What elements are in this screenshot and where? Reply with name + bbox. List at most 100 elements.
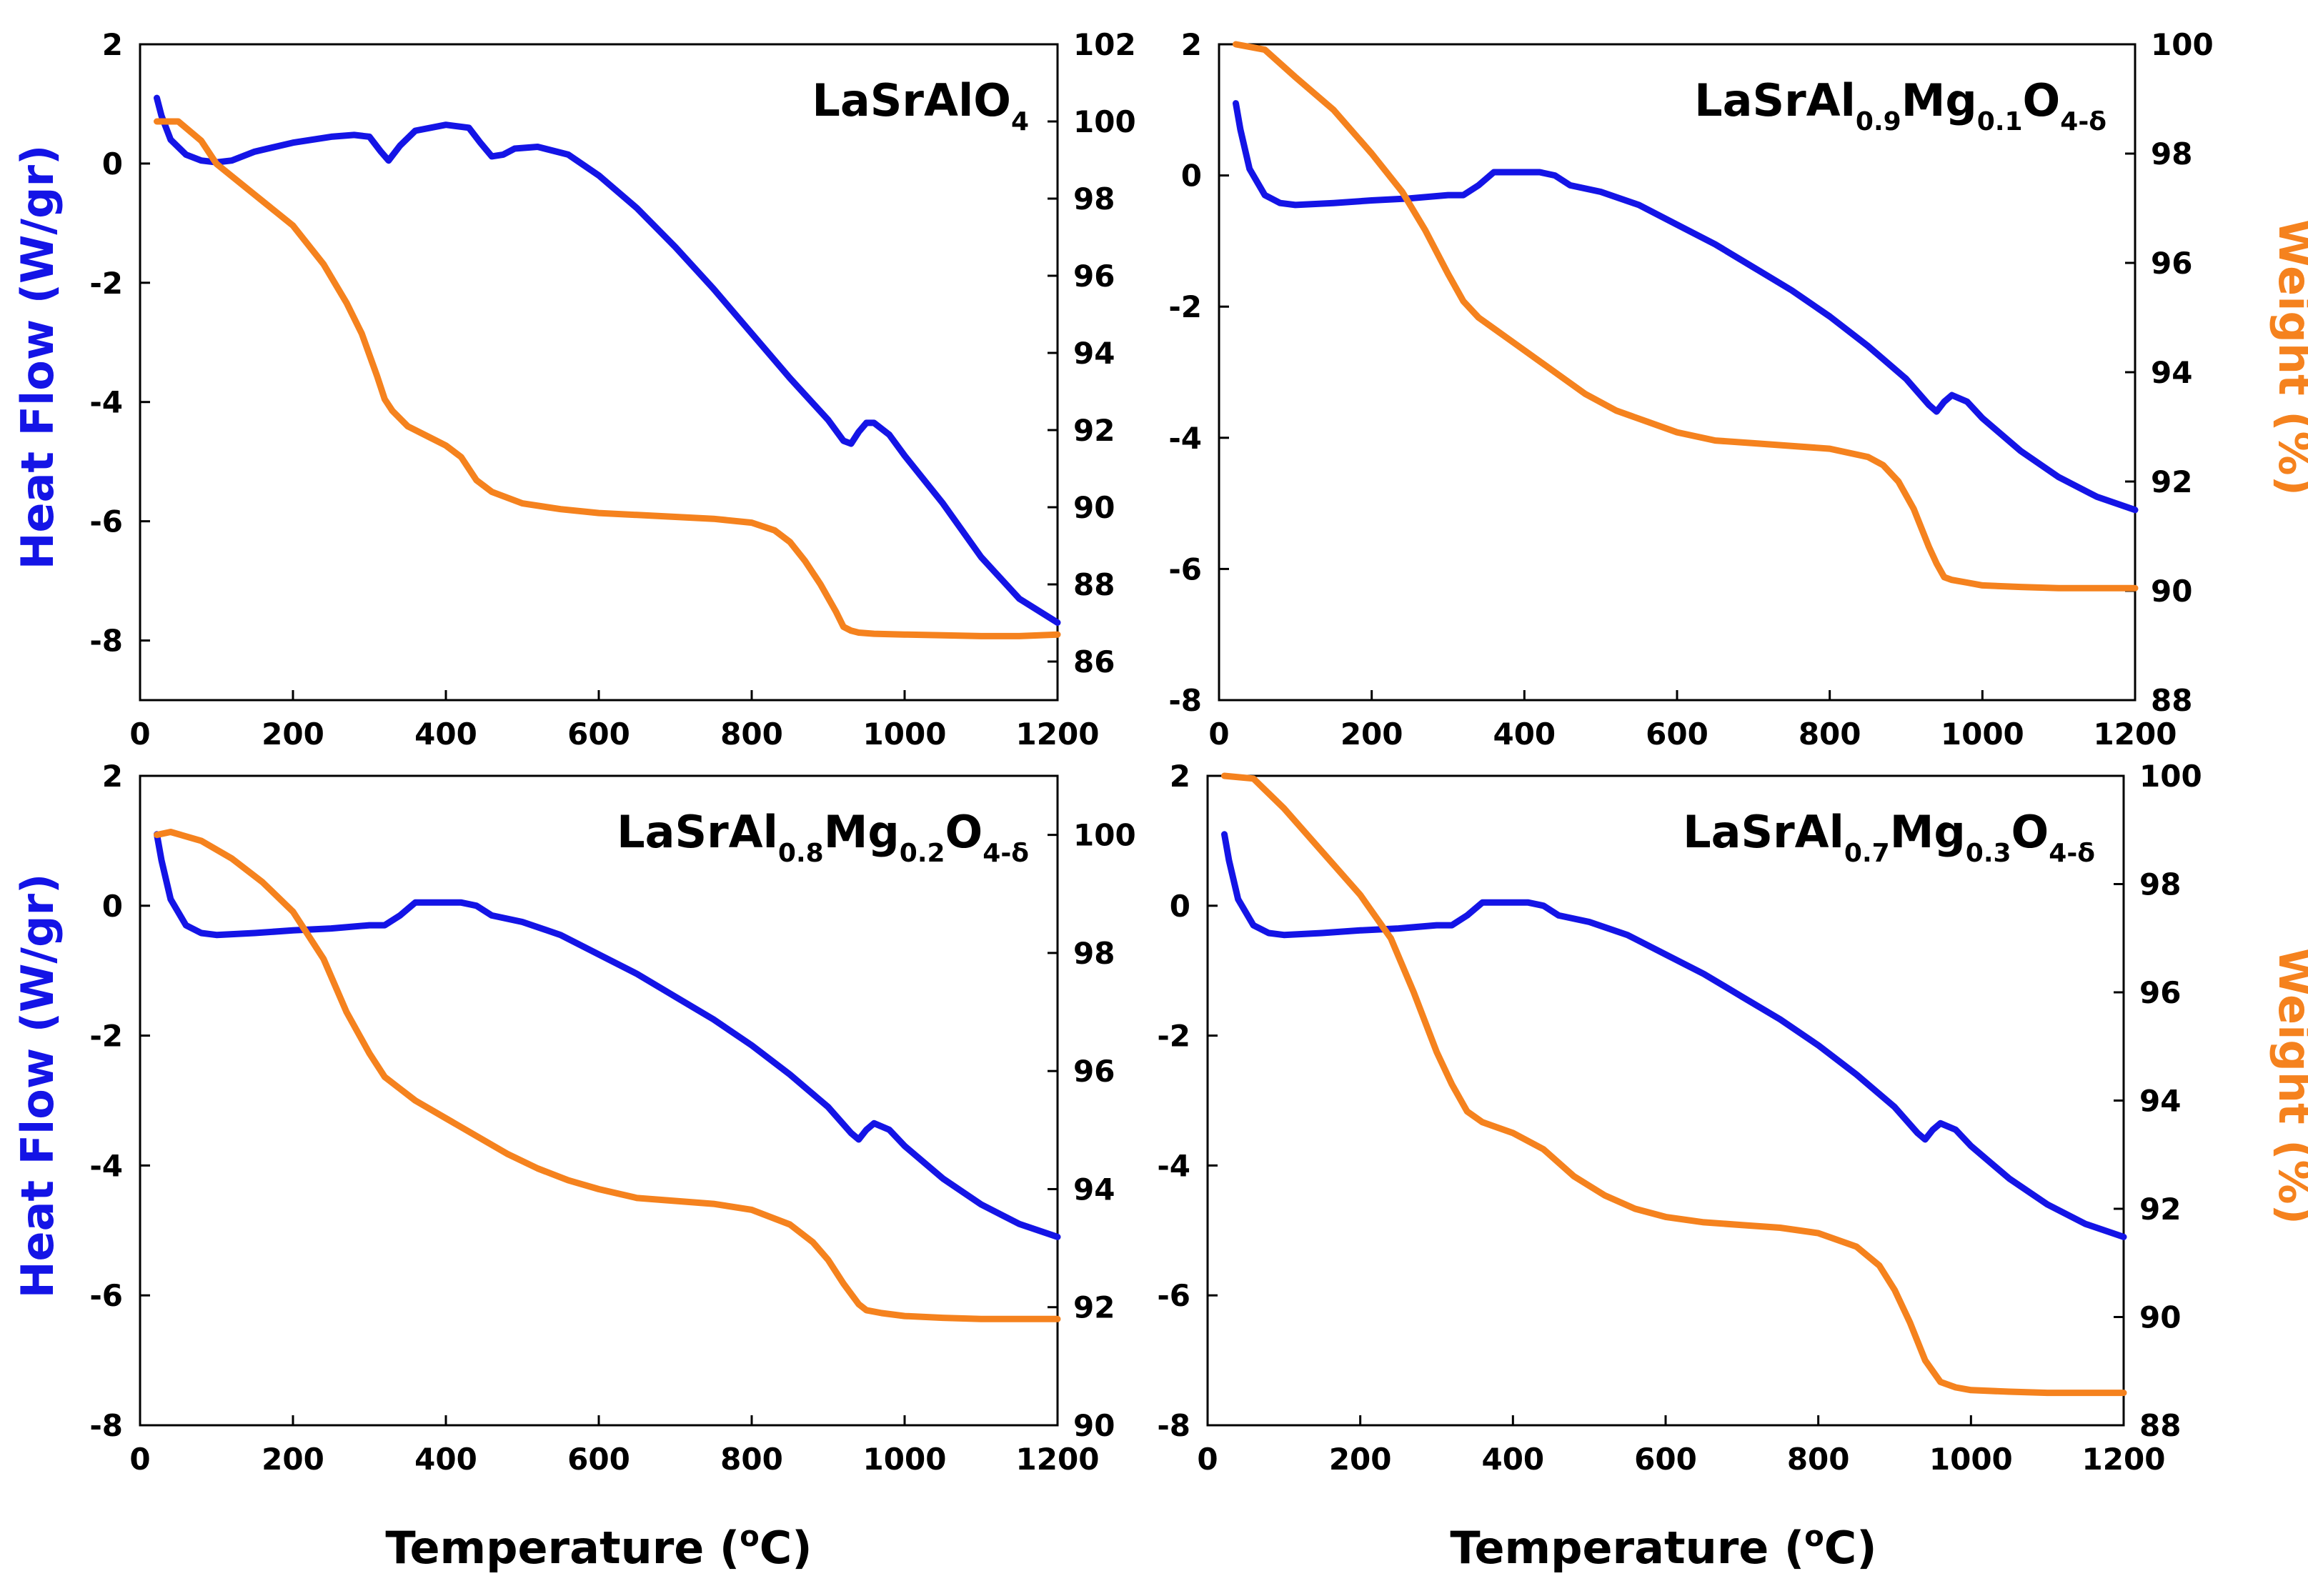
panel-title: LaSrAl0.8Mg0.2O4-δ: [617, 806, 1029, 868]
x-tick-label: 200: [262, 717, 324, 752]
y-tick-label: -2: [89, 266, 123, 301]
y-tick-label: -8: [89, 624, 123, 659]
heat-flow-line: [1221, 831, 2127, 1240]
heat-flow-line: [154, 94, 1061, 626]
y2-tick-label: 98: [1073, 181, 1115, 216]
y2-tick-label: 92: [2151, 464, 2192, 499]
left-axis-title-top: Heat Flow (W/gr): [11, 145, 64, 570]
y-tick-label: -6: [89, 1278, 123, 1313]
x-tick-label: 1000: [1929, 1442, 2013, 1477]
x-tick-label: 0: [129, 717, 150, 752]
y-tick-label: -8: [1157, 1408, 1190, 1443]
x-axis-title-left: Temperature (oC): [385, 1520, 812, 1574]
x-tick-label: 1200: [2082, 1442, 2166, 1477]
y2-tick-label: 94: [2139, 1084, 2181, 1119]
x-tick-label: 200: [262, 1442, 324, 1477]
x-tick-label: 1000: [863, 717, 947, 752]
x-tick-label: 800: [1787, 1442, 1850, 1477]
y-tick-label: 0: [1170, 889, 1190, 924]
y-tick-label: -6: [1157, 1278, 1190, 1313]
weight-line: [1221, 772, 2127, 1397]
y-tick-label: -4: [1168, 421, 1202, 456]
x-tick-label: 600: [1634, 1442, 1697, 1477]
weight-line: [154, 829, 1061, 1322]
x-tick-label: 600: [1646, 717, 1708, 752]
y2-tick-label: 100: [1073, 818, 1136, 853]
y-tick-label: 2: [1170, 759, 1190, 794]
y-tick-label: -8: [1168, 683, 1202, 718]
x-tick-label: 1000: [863, 1442, 947, 1477]
y2-tick-label: 92: [1073, 413, 1115, 448]
y-tick-label: 0: [102, 146, 123, 181]
y2-tick-label: 96: [2151, 246, 2192, 281]
x-tick-label: 600: [567, 717, 630, 752]
weight-line: [154, 118, 1061, 639]
heat-flow-line: [1233, 100, 2139, 514]
y-tick-label: 0: [102, 889, 123, 924]
x-tick-label: 800: [1799, 717, 1861, 752]
y2-tick-label: 100: [2139, 759, 2202, 794]
x-tick-label: 400: [414, 1442, 477, 1477]
x-tick-label: 0: [1197, 1442, 1218, 1477]
y2-tick-label: 102: [1073, 27, 1136, 62]
y2-tick-label: 88: [2151, 683, 2192, 718]
chart-panel-p3: 0 200 400 600 800 1000 1200 2 0 -2 -4 -6 -8 100 98 96 94…: [89, 759, 1135, 1477]
y2-tick-label: 94: [1073, 336, 1115, 371]
y2-tick-label: 96: [2139, 975, 2181, 1010]
weight-line: [1233, 41, 2139, 592]
y2-tick-label: 100: [1073, 104, 1136, 139]
y-tick-label: -4: [1157, 1148, 1190, 1183]
chart-panel-p4: 0 200 400 600 800 1000 1200 2 0 -2 -4 -6 -8 100 98 96 94…: [1157, 759, 2202, 1477]
y-tick-label: 0: [1181, 159, 1202, 194]
y2-tick-label: 90: [2151, 574, 2192, 609]
plot-frame: [139, 774, 1059, 1427]
x-tick-label: 1200: [1016, 717, 1100, 752]
x-tick-label: 400: [414, 717, 477, 752]
y-tick-label: -4: [89, 385, 123, 420]
x-tick-label: 600: [567, 1442, 630, 1477]
y2-tick-label: 90: [1073, 1408, 1115, 1443]
panel-title: LaSrAl0.7Mg0.3O4-δ: [1683, 806, 2095, 868]
y2-tick-label: 86: [1073, 644, 1115, 679]
y-tick-label: -6: [89, 504, 123, 539]
chart-panel-p1: 0 200 400 600 800 1000 1200 2 0 -2 -4 -6 -8 102 100 98 9…: [89, 27, 1135, 752]
x-tick-label: 200: [1340, 717, 1403, 752]
y2-tick-label: 88: [1073, 567, 1115, 602]
left-axis-title-bottom: Heat Flow (W/gr): [11, 874, 64, 1299]
y2-tick-label: 96: [1073, 1054, 1115, 1089]
x-axis-title-right: Temperature (oC): [1450, 1520, 1876, 1574]
y-tick-label: -6: [1168, 552, 1202, 587]
y2-tick-label: 98: [2139, 867, 2181, 902]
y-tick-label: 2: [102, 759, 123, 794]
y-tick-label: -4: [89, 1148, 123, 1183]
y2-tick-label: 90: [2139, 1300, 2181, 1335]
x-tick-label: 0: [1208, 717, 1229, 752]
y2-tick-label: 92: [1073, 1290, 1115, 1325]
y-tick-label: 2: [102, 27, 123, 62]
y-tick-label: -2: [89, 1019, 123, 1054]
panel-title: LaSrAl0.9Mg0.1O4-δ: [1694, 74, 2106, 136]
x-tick-label: 1000: [1941, 717, 2024, 752]
panel-title: LaSrAlO4: [812, 74, 1029, 136]
right-axis-title-bottom: Weight (%): [2269, 947, 2308, 1225]
y-tick-label: -8: [89, 1408, 123, 1443]
x-tick-label: 800: [720, 717, 783, 752]
y-tick-label: -2: [1157, 1019, 1190, 1054]
y2-tick-label: 100: [2151, 27, 2214, 62]
y2-tick-label: 90: [1073, 490, 1115, 525]
heat-flow-line: [154, 831, 1061, 1240]
plot-frame: [139, 43, 1059, 702]
right-axis-title-top: Weight (%): [2269, 219, 2308, 496]
y2-tick-label: 88: [2139, 1408, 2181, 1443]
y2-tick-label: 96: [1073, 259, 1115, 294]
x-tick-label: 200: [1329, 1442, 1392, 1477]
plot-frame: [1218, 43, 2137, 702]
y2-tick-label: 92: [2139, 1192, 2181, 1227]
x-tick-label: 1200: [2094, 717, 2177, 752]
y2-tick-label: 98: [2151, 136, 2192, 171]
chart-panel-p2: 0 200 400 600 800 1000 1200 2 0 -2 -4 -6 -8 100 98 96 94…: [1168, 27, 2213, 752]
y2-tick-label: 94: [1073, 1172, 1115, 1207]
y-tick-label: 2: [1181, 27, 1202, 62]
x-tick-label: 0: [129, 1442, 150, 1477]
